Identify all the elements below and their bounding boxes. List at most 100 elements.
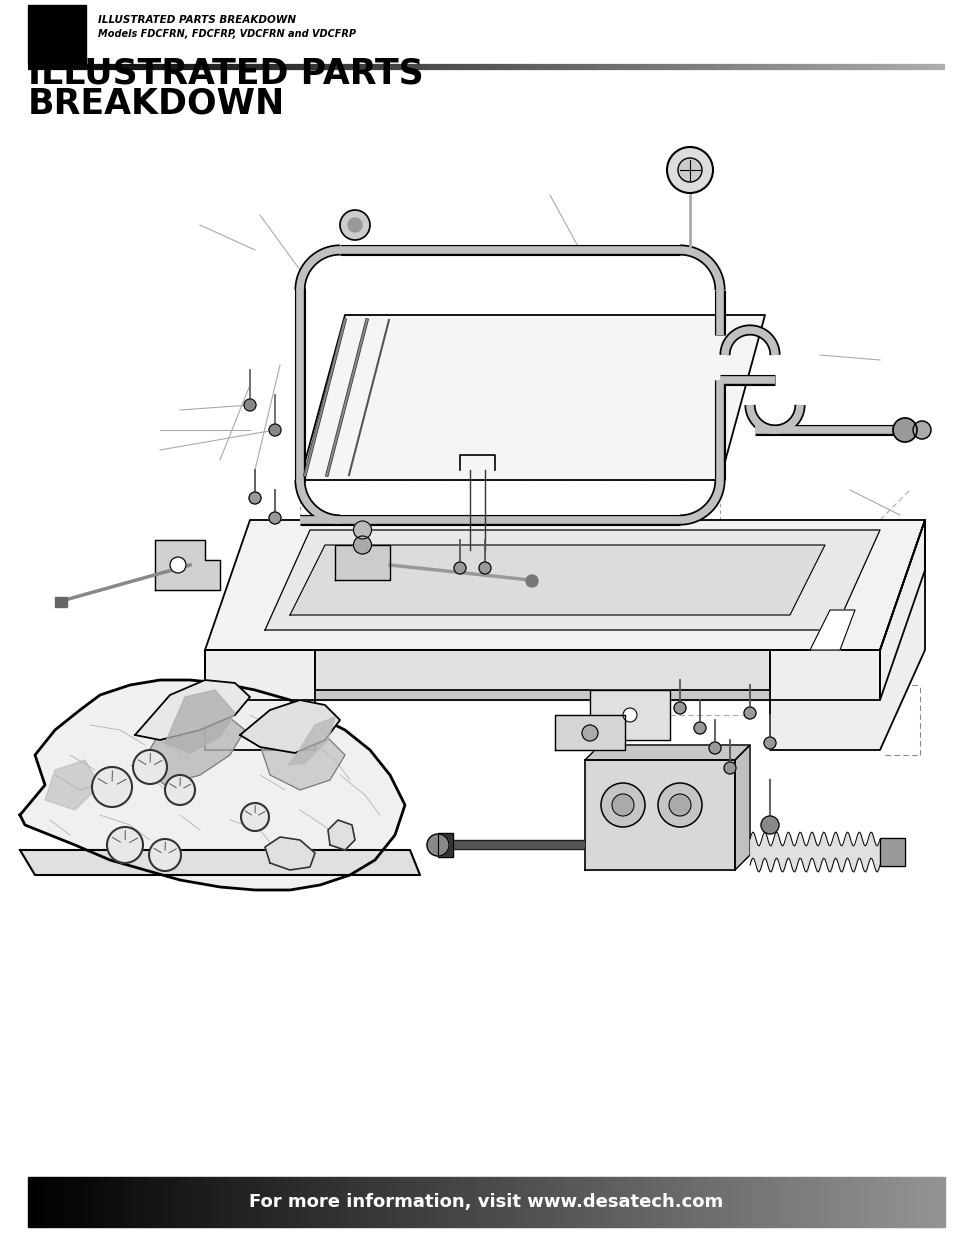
Circle shape [427,834,449,856]
Bar [639,1177,641,1228]
Bar [608,1177,611,1228]
Bar [58,1177,62,1228]
Circle shape [912,421,930,438]
Circle shape [170,557,186,573]
Polygon shape [299,315,764,480]
Bar [119,1177,123,1228]
Bar [28,5,86,63]
Bar [889,1177,892,1228]
Bar [361,1177,364,1228]
Bar [132,1177,134,1228]
Bar [86,1177,89,1228]
Circle shape [91,767,132,806]
Bar [245,1177,248,1228]
Bar [846,1177,849,1228]
Bar [666,1177,669,1228]
Polygon shape [290,545,824,615]
Polygon shape [205,520,924,650]
Bar [162,1177,166,1228]
Bar [623,1177,626,1228]
Polygon shape [769,520,924,750]
Bar [914,1177,917,1228]
Bar [428,1177,431,1228]
Bar [456,1177,458,1228]
Bar [474,1177,476,1228]
Bar [227,1177,230,1228]
Bar [416,1177,418,1228]
Bar [568,1177,572,1228]
Bar [153,1177,156,1228]
Bar [489,1177,492,1228]
Bar [129,1177,132,1228]
Bar [519,1177,522,1228]
Bar [269,1177,273,1228]
Bar [626,1177,630,1228]
Bar [547,1177,550,1228]
Bar [700,1177,702,1228]
Bar [476,1177,480,1228]
Bar [605,1177,608,1228]
Circle shape [708,742,720,755]
Bar [248,1177,251,1228]
Bar [492,1177,496,1228]
Bar [68,1177,71,1228]
Bar [410,1177,413,1228]
Bar [657,1177,660,1228]
Bar [281,1177,284,1228]
Bar [755,1177,758,1228]
Bar [43,1177,47,1228]
Bar [251,1177,253,1228]
Circle shape [339,210,370,240]
Bar [468,1177,471,1228]
Bar [52,1177,55,1228]
Text: ILLUSTRATED PARTS: ILLUSTRATED PARTS [28,57,423,91]
Circle shape [892,417,916,442]
Bar [208,1177,212,1228]
Polygon shape [879,520,924,700]
Bar [892,1177,895,1228]
Bar [166,1177,169,1228]
Bar [367,1177,370,1228]
Circle shape [165,776,194,805]
Bar [535,1177,537,1228]
Bar [749,1177,752,1228]
Polygon shape [20,680,405,890]
Bar [47,1177,50,1228]
Circle shape [763,737,775,748]
Circle shape [723,762,735,774]
Bar [828,1177,831,1228]
Bar [388,1177,392,1228]
Bar [73,1177,77,1228]
Bar [663,1177,666,1228]
Bar [583,1177,587,1228]
Bar [453,1177,456,1228]
Circle shape [269,424,281,436]
Bar [641,1177,645,1228]
Bar [437,1177,440,1228]
Text: ILLUSTRATED PARTS BREAKDOWN: ILLUSTRATED PARTS BREAKDOWN [98,15,295,25]
Bar [742,1177,745,1228]
Circle shape [668,794,690,816]
Bar [611,1177,615,1228]
Bar [273,1177,275,1228]
Bar [169,1177,172,1228]
Polygon shape [288,718,335,764]
Bar [496,1177,498,1228]
Bar [336,1177,339,1228]
Bar [788,1177,791,1228]
Polygon shape [328,820,355,850]
Bar [437,832,453,857]
Bar [257,1177,260,1228]
Bar [376,1177,379,1228]
Bar [737,1177,740,1228]
Bar [879,839,904,866]
Bar [471,1177,474,1228]
Bar [935,1177,938,1228]
Bar [126,1177,129,1228]
Bar [62,1177,65,1228]
Bar [559,1177,562,1228]
Bar [697,1177,700,1228]
Circle shape [269,513,281,524]
Polygon shape [265,530,879,630]
Bar [331,1177,334,1228]
